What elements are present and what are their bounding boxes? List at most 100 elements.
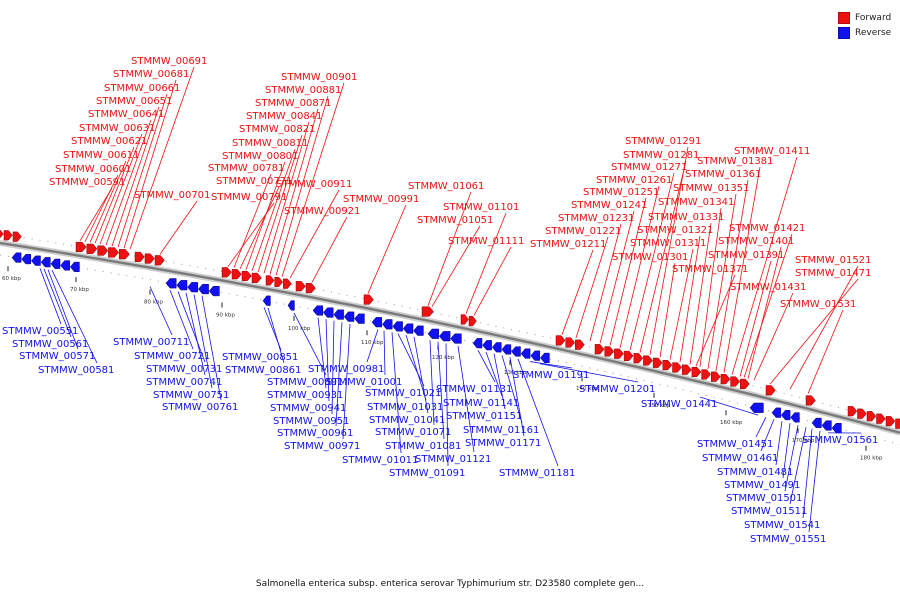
gene-label: STMMW_01201 bbox=[579, 384, 655, 395]
gene-label: STMMW_01511 bbox=[731, 506, 807, 517]
gene-label: STMMW_01471 bbox=[795, 268, 871, 279]
leader-line bbox=[325, 319, 330, 402]
forward-gene-arrow bbox=[672, 362, 682, 373]
gene-label: STMMW_01321 bbox=[637, 225, 713, 236]
gene-label: STMMW_01441 bbox=[641, 399, 717, 410]
forward-gene-arrow bbox=[711, 371, 721, 382]
leader-line bbox=[715, 179, 749, 371]
gene-label: STMMW_01121 bbox=[415, 454, 491, 465]
gene-label: STMMW_01371 bbox=[672, 264, 748, 275]
scale-label: 160 kbp bbox=[720, 420, 743, 426]
forward-gene-arrow bbox=[460, 314, 469, 325]
reverse-gene-arrow bbox=[343, 311, 355, 322]
gene-label: STMMW_01151 bbox=[446, 411, 522, 422]
gene-label: STMMW_01211 bbox=[530, 239, 606, 250]
leader-line bbox=[465, 212, 507, 314]
gene-label: STMMW_01141 bbox=[443, 398, 519, 409]
leader-line bbox=[105, 119, 152, 246]
forward-gene-arrow bbox=[221, 267, 232, 278]
leader-line bbox=[293, 312, 327, 376]
leader-line bbox=[39, 268, 62, 325]
reverse-gene-arrow bbox=[333, 309, 344, 320]
leader-line bbox=[501, 355, 523, 424]
leader-line bbox=[397, 333, 425, 387]
gene-label: STMMW_00801 bbox=[222, 151, 298, 162]
gene-label: STMMW_01481 bbox=[717, 467, 793, 478]
leader-line bbox=[679, 235, 701, 363]
gene-label: STMMW_00751 bbox=[153, 390, 229, 401]
forward-gene-arrow bbox=[12, 231, 22, 242]
gene-label: STMMW_01461 bbox=[702, 453, 778, 464]
gene-label: STMMW_01171 bbox=[465, 438, 541, 449]
gene-label: STMMW_01531 bbox=[780, 299, 856, 310]
leader-line bbox=[775, 421, 783, 466]
gene-label: STMMW_00841 bbox=[246, 111, 322, 122]
leader-line bbox=[561, 249, 594, 335]
reverse-gene-arrow bbox=[402, 323, 414, 334]
forward-gene-arrow bbox=[241, 270, 252, 282]
forward-gene-arrow bbox=[662, 360, 673, 371]
forward-gene-arrow bbox=[691, 366, 702, 378]
gene-label: STMMW_00681 bbox=[113, 69, 189, 80]
forward-gene-arrow bbox=[701, 369, 711, 380]
leader-line bbox=[89, 160, 127, 243]
leader-line bbox=[760, 418, 775, 452]
forward-gene-arrow bbox=[847, 406, 858, 417]
leader-line bbox=[427, 191, 472, 306]
leader-line bbox=[599, 210, 635, 344]
scale-label: 60 kbp bbox=[2, 276, 21, 282]
leader-line bbox=[149, 286, 173, 336]
gene-label: STMMW_01421 bbox=[729, 223, 805, 234]
reverse-gene-arrow bbox=[392, 321, 403, 332]
gene-label: STMMW_00561 bbox=[12, 339, 88, 350]
gene-labels: STMMW_00591 STMMW_00601 STMMW_00611 STMMW_0… bbox=[2, 56, 878, 545]
gene-label: STMMW_01271 bbox=[611, 162, 687, 173]
reverse-gene-arrow bbox=[176, 280, 188, 291]
leader-line bbox=[689, 222, 712, 365]
reverse-gene-arrow bbox=[287, 300, 295, 311]
reverse-gene-arrow bbox=[11, 252, 22, 263]
gene-label: STMMW_01341 bbox=[658, 197, 734, 208]
forward-gene-arrow bbox=[363, 294, 374, 305]
backbone-line bbox=[0, 241, 900, 434]
leader-line bbox=[383, 330, 386, 376]
leader-line bbox=[739, 260, 772, 377]
gene-label: STMMW_00781 bbox=[208, 163, 284, 174]
reverse-gene-arrow bbox=[371, 317, 383, 328]
leader-line bbox=[743, 233, 793, 378]
gene-label: STMMW_01011 bbox=[342, 455, 418, 466]
forward-gene-arrow bbox=[623, 350, 634, 361]
scale-label: 110 kbp bbox=[361, 340, 384, 346]
gene-label: STMMW_01391 bbox=[708, 250, 784, 261]
leader-line bbox=[84, 174, 119, 242]
reverse-gene-arrow bbox=[771, 407, 781, 418]
reverse-gene-arrow bbox=[50, 258, 61, 269]
leader-line bbox=[477, 350, 496, 383]
leader-line bbox=[111, 106, 160, 247]
leader-line bbox=[808, 430, 821, 533]
leader-line bbox=[509, 357, 525, 437]
leader-line bbox=[331, 320, 335, 415]
forward-gene-arrow bbox=[681, 364, 692, 375]
gene-label: STMMW_00621 bbox=[71, 136, 147, 147]
leader-line bbox=[47, 269, 79, 350]
gene-label: STMMW_01241 bbox=[571, 200, 647, 211]
scale-label: 180 kbp bbox=[860, 456, 883, 462]
gene-label: STMMW_01451 bbox=[697, 439, 773, 450]
leader-line bbox=[201, 295, 222, 401]
forward-gene-arrow bbox=[604, 346, 615, 357]
reverse-gene-arrow bbox=[208, 286, 220, 297]
reverse-gene-arrow bbox=[450, 333, 462, 344]
gene-label: STMMW_00871 bbox=[255, 98, 331, 109]
gene-label: STMMW_00881 bbox=[265, 85, 341, 96]
reverse-gene-arrow bbox=[472, 338, 483, 349]
reverse-gene-arrow bbox=[198, 284, 209, 295]
leader-line bbox=[723, 166, 761, 373]
gene-label: STMMW_01331 bbox=[648, 212, 724, 223]
reverse-gene-arrow bbox=[427, 328, 439, 339]
leader-line bbox=[311, 216, 348, 283]
leader-line bbox=[485, 351, 503, 397]
leader-line bbox=[405, 335, 427, 401]
gene-label: STMMW_01561 bbox=[802, 435, 878, 446]
reverse-gene-arrow bbox=[262, 295, 271, 306]
